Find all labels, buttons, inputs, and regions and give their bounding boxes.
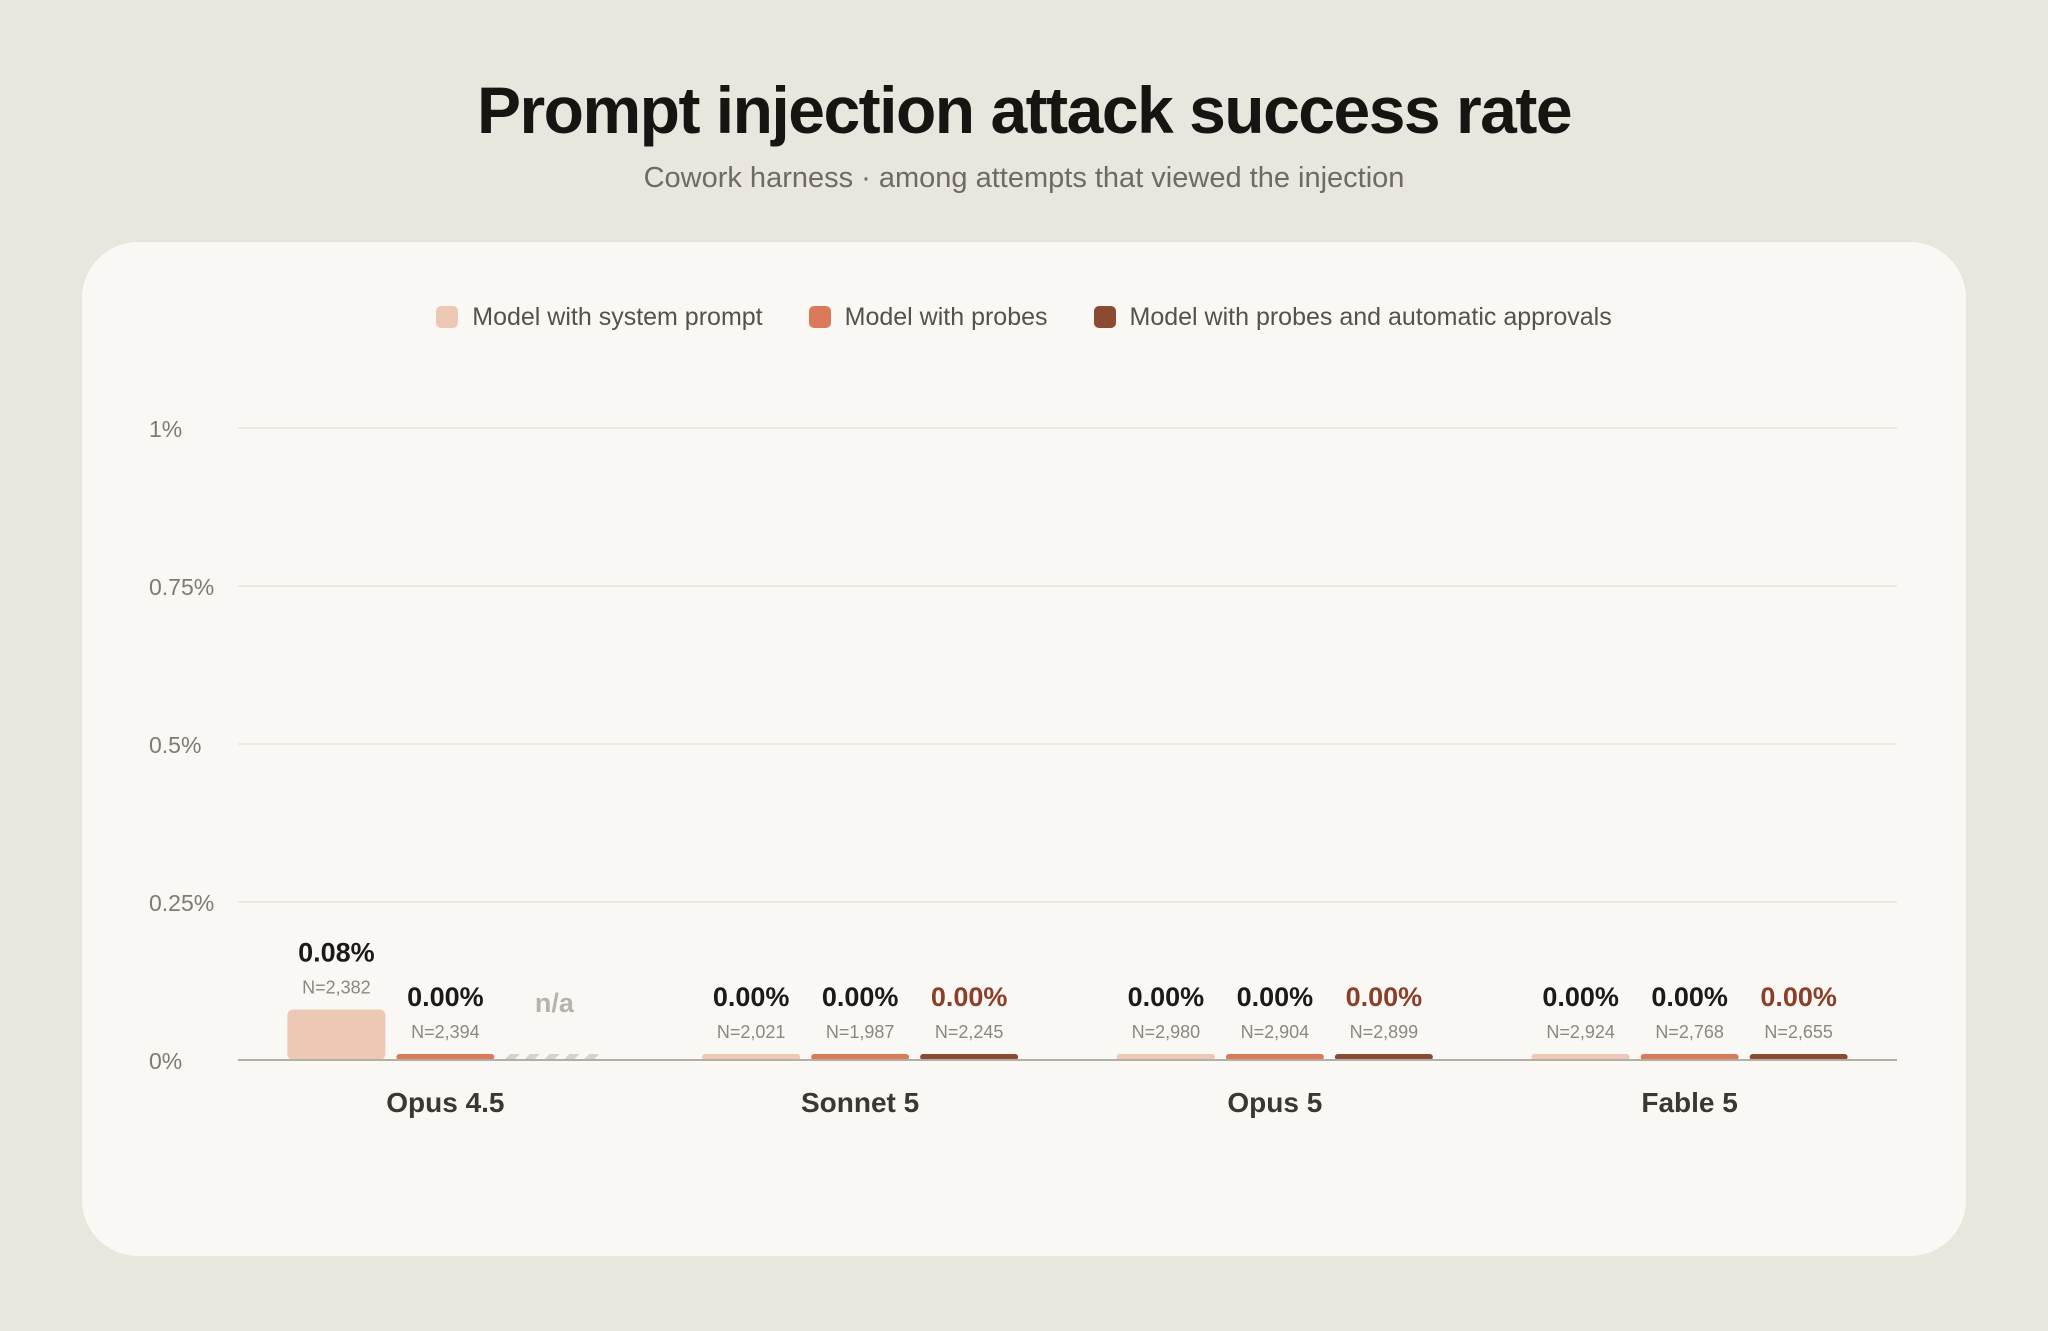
chart-subtitle: Cowork harness · among attempts that vie… xyxy=(643,162,1405,194)
bar xyxy=(1640,1054,1739,1060)
bar-n-label: N=2,655 xyxy=(1764,1022,1833,1042)
bar-n-label: N=2,904 xyxy=(1241,1022,1310,1042)
bar-value-label: 0.00% xyxy=(931,982,1008,1012)
x-category-label: Opus 4.5 xyxy=(386,1087,504,1118)
bar xyxy=(1225,1054,1324,1060)
x-category-label: Opus 5 xyxy=(1227,1087,1322,1118)
bar-value-label: 0.08% xyxy=(298,937,375,967)
legend-swatch-probes xyxy=(808,306,831,328)
legend-item-system-prompt: Model with system prompt xyxy=(436,302,763,332)
bar xyxy=(1749,1054,1848,1060)
y-tick-label: 0.25% xyxy=(149,890,214,916)
bar-n-label: N=2,382 xyxy=(302,977,371,997)
bar-value-label: n/a xyxy=(535,988,575,1018)
legend-label-system-prompt: Model with system prompt xyxy=(472,302,763,331)
bar-value-label: 0.00% xyxy=(1346,982,1423,1012)
bar-value-label: 0.00% xyxy=(407,982,484,1012)
bar-value-label: 0.00% xyxy=(713,982,790,1012)
na-bar-placeholder xyxy=(505,1054,604,1060)
bar-n-label: N=2,021 xyxy=(717,1022,786,1042)
legend-swatch-probes-auto xyxy=(1093,306,1116,328)
y-tick-label: 1% xyxy=(149,416,182,442)
legend-label-probes-auto: Model with probes and automatic approval… xyxy=(1129,302,1612,331)
y-tick-label: 0% xyxy=(149,1048,182,1074)
bar xyxy=(702,1054,801,1060)
bar-n-label: N=2,245 xyxy=(935,1022,1004,1042)
bar xyxy=(1531,1054,1630,1060)
legend: Model with system prompt Model with prob… xyxy=(0,299,2048,335)
chart-card xyxy=(82,242,1966,1256)
bar xyxy=(920,1054,1019,1060)
x-category-label: Fable 5 xyxy=(1641,1087,1737,1118)
legend-item-probes: Model with probes xyxy=(808,302,1048,332)
bar-n-label: N=2,980 xyxy=(1132,1022,1201,1042)
bar-n-label: N=2,394 xyxy=(411,1022,480,1042)
bar-value-label: 0.00% xyxy=(1542,982,1619,1012)
bar xyxy=(396,1054,495,1060)
bar-value-label: 0.00% xyxy=(1237,982,1314,1012)
chart-title: Prompt injection attack success rate xyxy=(476,73,1573,147)
legend-item-probes-auto: Model with probes and automatic approval… xyxy=(1093,302,1612,332)
x-category-label: Sonnet 5 xyxy=(801,1087,919,1118)
bar-n-label: N=1,987 xyxy=(826,1022,895,1042)
bar-n-label: N=2,924 xyxy=(1546,1022,1615,1042)
bar-value-label: 0.00% xyxy=(1128,982,1205,1012)
legend-label-probes: Model with probes xyxy=(844,302,1048,331)
bar-n-label: N=2,768 xyxy=(1655,1022,1724,1042)
bar xyxy=(811,1054,910,1060)
bar-value-label: 0.00% xyxy=(1760,982,1837,1012)
bar xyxy=(1116,1054,1215,1060)
y-tick-label: 0.75% xyxy=(149,574,214,600)
y-tick-label: 0.5% xyxy=(149,732,201,758)
bar xyxy=(1334,1054,1433,1060)
legend-swatch-system-prompt xyxy=(436,306,459,328)
bar-value-label: 0.00% xyxy=(1651,982,1728,1012)
bar xyxy=(287,1009,386,1060)
bar-n-label: N=2,899 xyxy=(1350,1022,1419,1042)
bar-value-label: 0.00% xyxy=(822,982,899,1012)
